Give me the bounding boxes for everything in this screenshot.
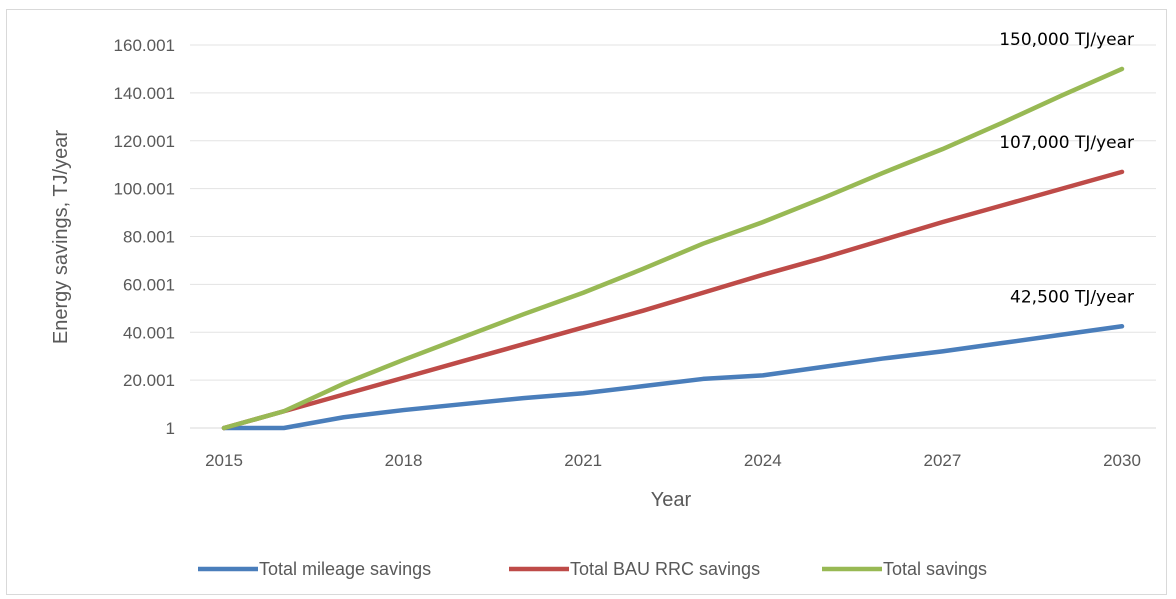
x-tick-label: 2027 [923, 451, 961, 470]
x-tick-label: 2015 [205, 451, 243, 470]
x-tick-label: 2021 [564, 451, 602, 470]
annotation-label: 150,000 TJ/year [999, 30, 1134, 50]
legend-label: Total mileage savings [259, 559, 431, 579]
y-tick-label: 40.001 [123, 323, 175, 342]
series-line-total-savings [221, 66, 1125, 431]
y-tick-label: 140.001 [114, 84, 175, 103]
y-tick-label: 80.001 [123, 228, 175, 247]
legend-label: Total savings [883, 559, 987, 579]
series-line-total-bau-rrc-savings [221, 169, 1125, 431]
annotation-label: 107,000 TJ/year [999, 133, 1134, 153]
y-tick-label: 60.001 [123, 275, 175, 294]
x-axis-title: Year [651, 489, 692, 511]
annotation-label: 42,500 TJ/year [1010, 287, 1134, 307]
y-tick-label: 20.001 [123, 371, 175, 390]
y-tick-label: 120.001 [114, 132, 175, 151]
chart-frame [6, 9, 1167, 595]
series-lines [221, 66, 1125, 431]
x-tick-label: 2024 [744, 451, 782, 470]
x-tick-labels: 2015 2018 2021 2024 2027 2030 [205, 451, 1141, 470]
y-tick-labels: 120.00140.00160.00180.001100.001120.0011… [114, 36, 175, 438]
y-tick-label: 100.001 [114, 180, 175, 199]
gridlines [190, 44, 1156, 429]
legend: Total mileage savings Total BAU RRC savin… [198, 559, 987, 579]
x-tick-label: 2030 [1103, 451, 1141, 470]
x-tick-label: 2018 [385, 451, 423, 470]
y-tick-label: 160.001 [114, 36, 175, 55]
legend-label: Total BAU RRC savings [570, 559, 760, 579]
series-line-total-mileage-savings [221, 324, 1125, 431]
y-axis-title: Energy savings, TJ/year [50, 130, 72, 345]
y-tick-label: 1 [166, 419, 175, 438]
annotations: 150,000 TJ/year 107,000 TJ/year 42,500 TJ/… [999, 30, 1134, 307]
